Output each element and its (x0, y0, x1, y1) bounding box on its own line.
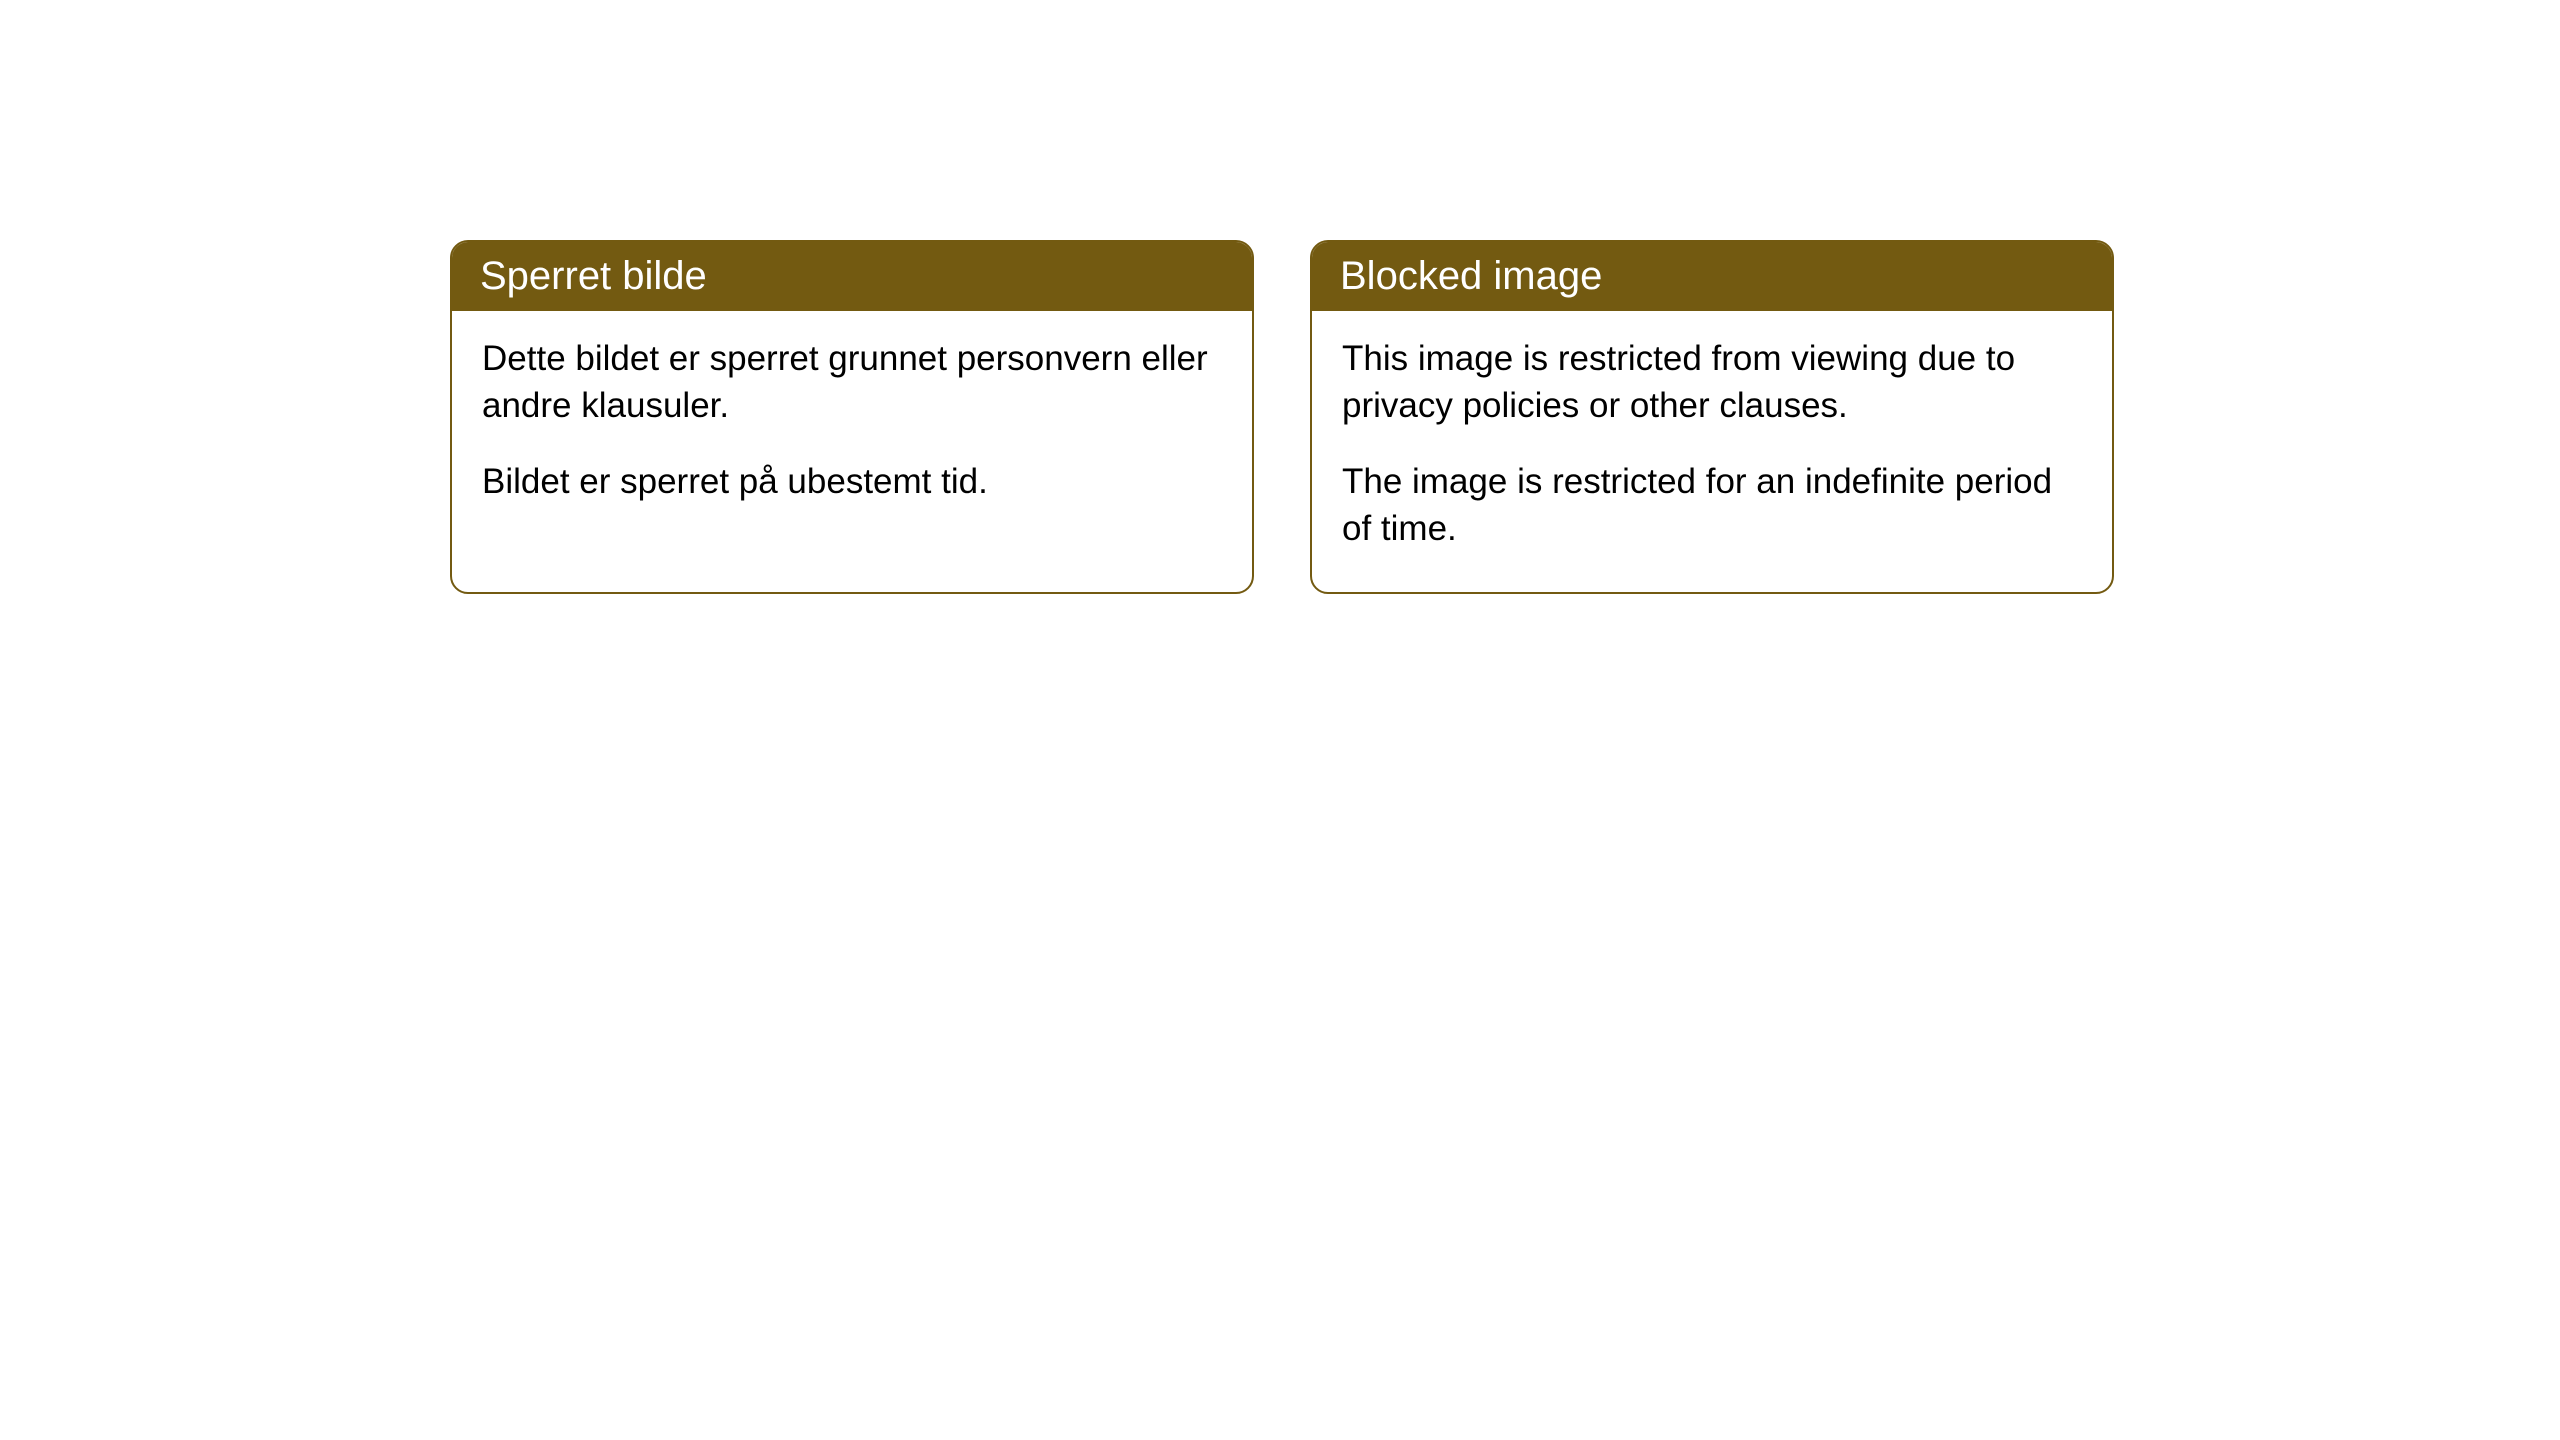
card-body: This image is restricted from viewing du… (1312, 311, 2112, 592)
card-title: Blocked image (1340, 254, 1602, 298)
card-paragraph: Dette bildet er sperret grunnet personve… (482, 335, 1222, 430)
card-title: Sperret bilde (480, 254, 707, 298)
card-paragraph: This image is restricted from viewing du… (1342, 335, 2082, 430)
card-header: Sperret bilde (452, 242, 1252, 311)
notice-card-norwegian: Sperret bilde Dette bildet er sperret gr… (450, 240, 1254, 594)
card-paragraph: The image is restricted for an indefinit… (1342, 458, 2082, 553)
notice-card-english: Blocked image This image is restricted f… (1310, 240, 2114, 594)
card-body: Dette bildet er sperret grunnet personve… (452, 311, 1252, 545)
notice-cards-container: Sperret bilde Dette bildet er sperret gr… (450, 240, 2114, 594)
card-header: Blocked image (1312, 242, 2112, 311)
card-paragraph: Bildet er sperret på ubestemt tid. (482, 458, 1222, 505)
